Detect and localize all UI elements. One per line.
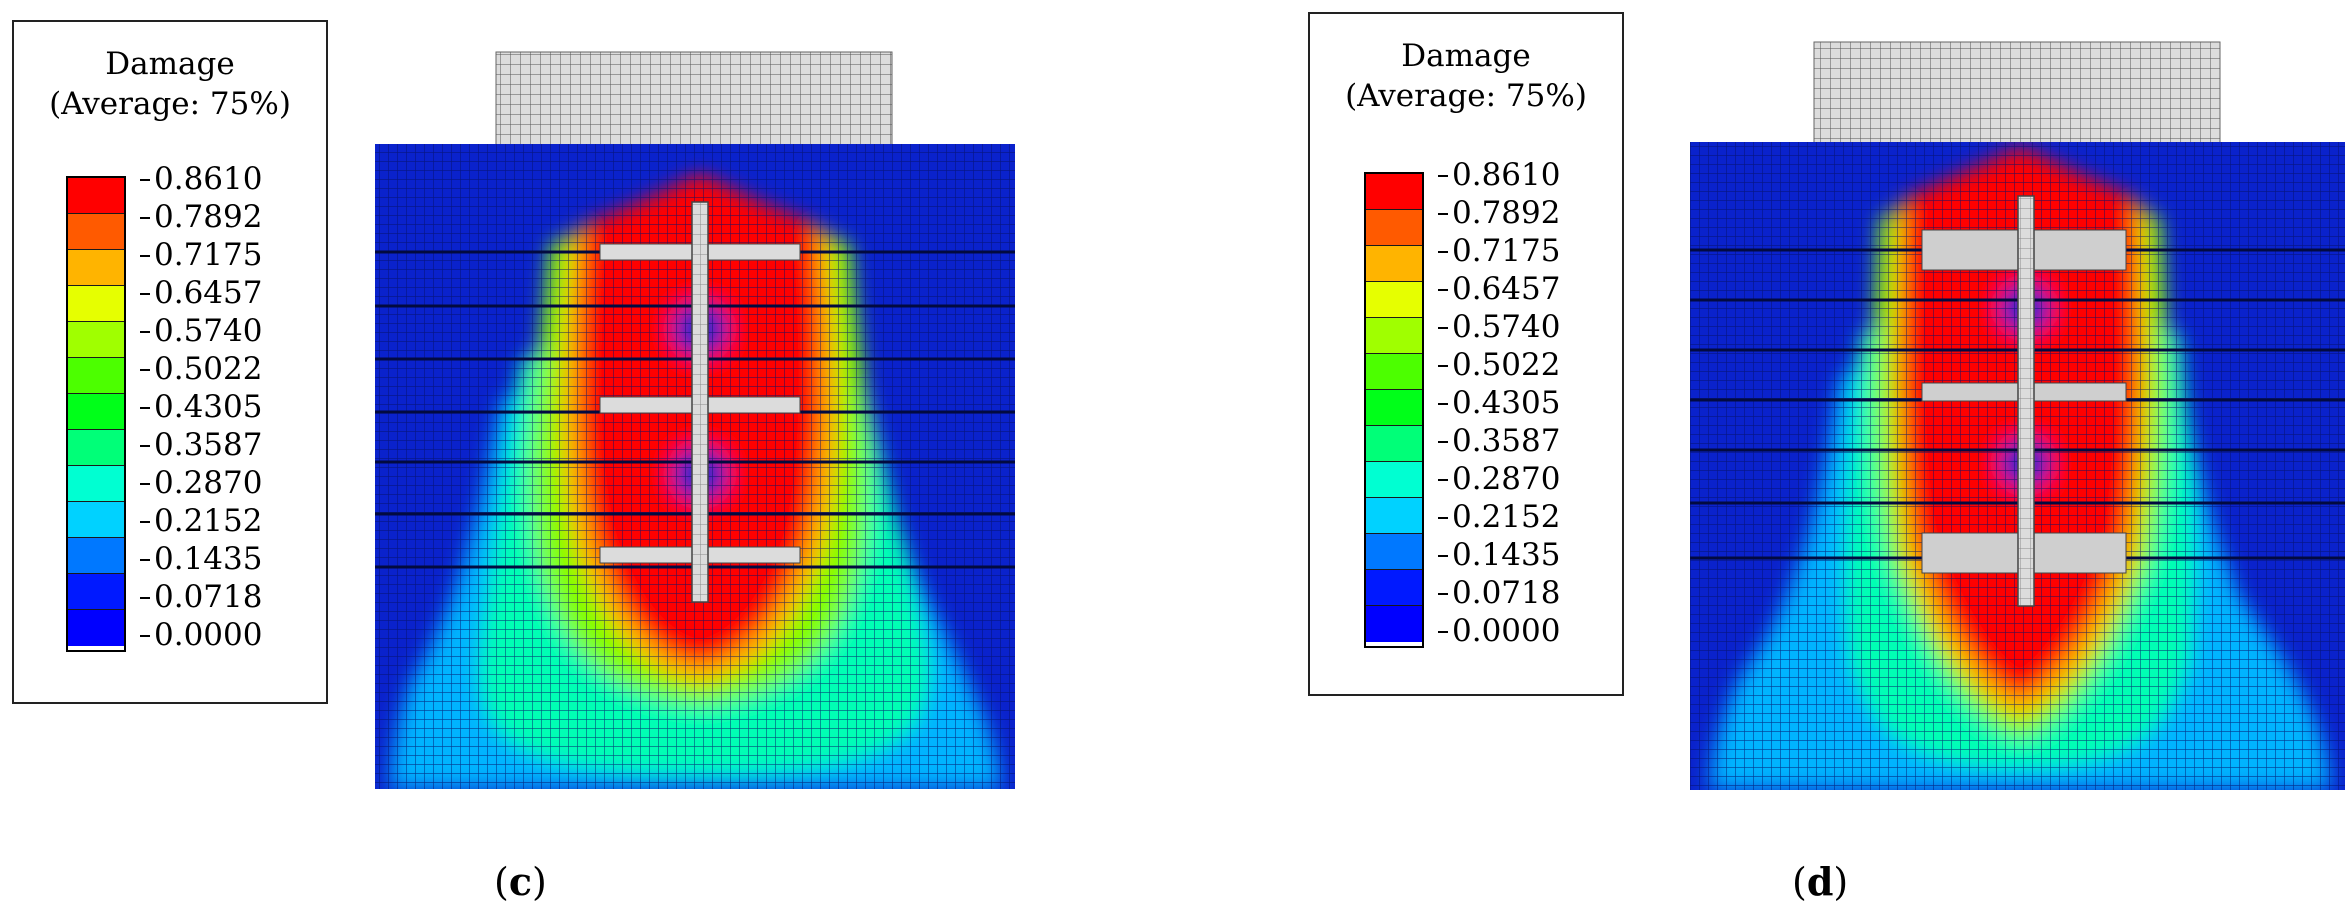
legend-label: 0.2152 [139, 503, 263, 539]
color-scale [66, 176, 126, 652]
color-swatch-9 [1366, 462, 1422, 498]
legend-label: 0.6457 [1437, 271, 1561, 307]
legend-label: 0.7175 [139, 237, 263, 273]
legend-label: 0.6457 [139, 275, 263, 311]
fem-contour-plot-d [1690, 41, 2345, 790]
color-swatch-5 [68, 322, 124, 358]
color-swatch-3 [1366, 246, 1422, 282]
color-swatch-13 [68, 610, 124, 646]
color-swatch-4 [1366, 282, 1422, 318]
color-swatch-7 [68, 394, 124, 430]
legend-subtitle: (Average: 75%) [1345, 78, 1587, 114]
color-swatch-4 [68, 286, 124, 322]
fem-contour-plot-c [375, 51, 1015, 789]
legend-label: 0.5022 [1437, 347, 1561, 383]
legend-label: 0.0000 [1437, 613, 1561, 649]
legend-label: 0.0718 [139, 579, 263, 615]
color-swatch-6 [1366, 354, 1422, 390]
color-swatch-12 [68, 574, 124, 610]
legend-label: 0.5022 [139, 351, 263, 387]
legend-panel-c: Damage (Average: 75%) 0.8610 0.7892 0.71… [12, 20, 328, 704]
color-swatch-1 [1366, 174, 1422, 210]
color-swatch-7 [1366, 390, 1422, 426]
color-swatch-10 [68, 502, 124, 538]
color-swatch-2 [1366, 210, 1422, 246]
legend-label: 0.2870 [139, 465, 263, 501]
color-swatch-13 [1366, 606, 1422, 642]
color-swatch-8 [68, 430, 124, 466]
color-scale [1364, 172, 1424, 648]
legend-label: 0.3587 [1437, 423, 1561, 459]
legend-label: 0.8610 [1437, 157, 1561, 193]
caption-d: (d) [1792, 859, 1849, 905]
color-swatch-11 [68, 538, 124, 574]
legend-label: 0.5740 [1437, 309, 1561, 345]
color-swatch-8 [1366, 426, 1422, 462]
color-swatch-2 [68, 214, 124, 250]
loading-plate-mesh [1814, 42, 2220, 144]
legend-panel-d: Damage (Average: 75%) 0.8610 0.7892 0.71… [1308, 12, 1624, 696]
legend-label: 0.5740 [139, 313, 263, 349]
legend-label: 0.0000 [139, 617, 263, 653]
legend-label: 0.8610 [139, 161, 263, 197]
color-swatch-3 [68, 250, 124, 286]
legend-label: 0.4305 [139, 389, 263, 425]
color-swatch-1 [68, 178, 124, 214]
legend-label: 0.1435 [139, 541, 263, 577]
color-swatch-10 [1366, 498, 1422, 534]
color-swatch-9 [68, 466, 124, 502]
color-swatch-12 [1366, 570, 1422, 606]
color-swatch-5 [1366, 318, 1422, 354]
loading-plate-mesh [496, 52, 892, 146]
legend-title: Damage [105, 46, 235, 82]
legend-label: 0.2870 [1437, 461, 1561, 497]
legend-subtitle: (Average: 75%) [49, 86, 291, 122]
legend-label: 0.7892 [1437, 195, 1561, 231]
legend-label: 0.1435 [1437, 537, 1561, 573]
legend-label: 0.7892 [139, 199, 263, 235]
legend-label: 0.4305 [1437, 385, 1561, 421]
color-swatch-11 [1366, 534, 1422, 570]
legend-title: Damage [1401, 38, 1531, 74]
color-swatch-6 [68, 358, 124, 394]
legend-label: 0.2152 [1437, 499, 1561, 535]
legend-label: 0.3587 [139, 427, 263, 463]
caption-c: (c) [494, 859, 547, 905]
legend-label: 0.7175 [1437, 233, 1561, 269]
legend-label: 0.0718 [1437, 575, 1561, 611]
